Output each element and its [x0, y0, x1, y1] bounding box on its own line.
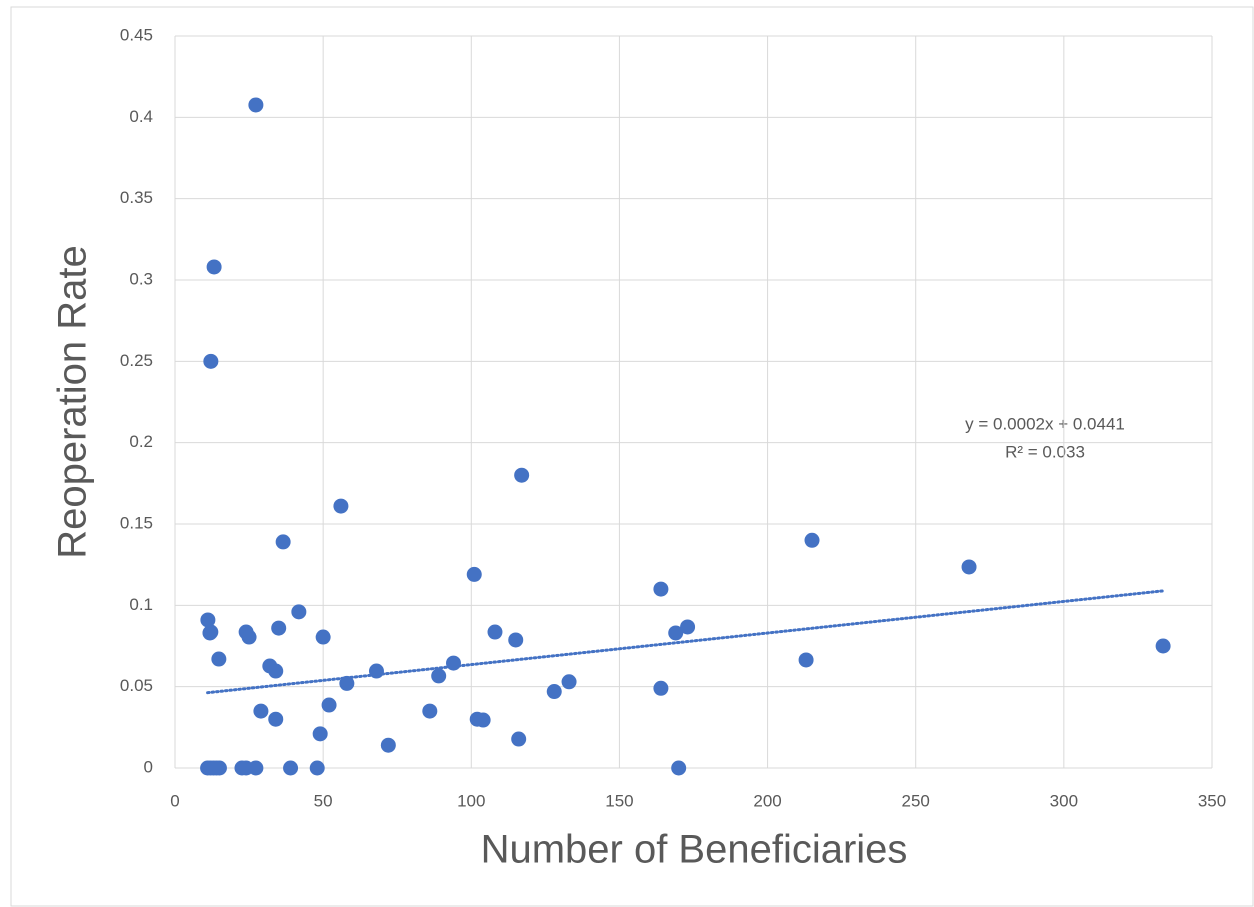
- y-tick-label: 0: [144, 757, 153, 776]
- point: [200, 612, 216, 628]
- point: [475, 712, 491, 728]
- point: [508, 632, 524, 648]
- point: [211, 760, 227, 776]
- trendline: [206, 589, 1167, 695]
- point: [271, 620, 287, 636]
- point: [248, 97, 264, 113]
- x-tick-label: 350: [1198, 791, 1226, 810]
- y-tick-label: 0.25: [120, 351, 153, 370]
- point: [804, 532, 820, 548]
- x-tick-label: 200: [753, 791, 781, 810]
- point: [202, 625, 218, 641]
- point: [561, 674, 577, 690]
- y-axis-title: Reoperation Rate: [51, 245, 95, 559]
- x-tick-label: 300: [1050, 791, 1078, 810]
- point: [466, 566, 482, 582]
- x-tick-label: 150: [605, 791, 633, 810]
- y-tick-label: 0.4: [129, 107, 153, 126]
- point: [241, 629, 257, 645]
- x-tick-label: 50: [314, 791, 333, 810]
- point: [961, 559, 977, 575]
- point: [798, 652, 814, 668]
- point: [422, 703, 438, 719]
- x-tick-label: 0: [170, 791, 179, 810]
- point: [653, 680, 669, 696]
- point: [268, 711, 284, 727]
- point: [431, 668, 447, 684]
- y-tick-label: 0.05: [120, 676, 153, 695]
- point: [446, 655, 462, 671]
- point: [203, 353, 219, 369]
- point: [333, 498, 349, 514]
- point: [653, 581, 669, 597]
- point: [248, 760, 264, 776]
- point: [315, 629, 331, 645]
- x-tick-label: 250: [902, 791, 930, 810]
- point: [546, 684, 562, 700]
- point: [671, 760, 687, 776]
- y-tick-label: 0.45: [120, 25, 153, 44]
- point: [1155, 638, 1171, 654]
- y-tick-label: 0.2: [129, 432, 153, 451]
- point: [514, 467, 530, 483]
- point: [321, 697, 337, 713]
- point: [487, 624, 503, 640]
- x-axis-title: Number of Beneficiaries: [481, 828, 908, 872]
- point: [268, 663, 284, 679]
- point: [680, 619, 696, 635]
- y-tick-label: 0.35: [120, 188, 153, 207]
- point: [511, 731, 527, 747]
- point: [668, 625, 684, 641]
- r-squared: R² = 0.033: [1005, 442, 1085, 461]
- point: [312, 726, 328, 742]
- point: [211, 651, 227, 667]
- y-tick-label: 0.15: [120, 513, 153, 532]
- point: [206, 259, 222, 275]
- trend-equation: y = 0.0002x + 0.0441: [965, 414, 1125, 433]
- y-tick-label: 0.3: [129, 269, 153, 288]
- x-tick-label: 100: [457, 791, 485, 810]
- point: [380, 737, 396, 753]
- point: [291, 604, 307, 620]
- point: [253, 703, 269, 719]
- point: [283, 760, 299, 776]
- point: [275, 534, 291, 550]
- y-tick-label: 0.1: [129, 595, 153, 614]
- chart-border: [10, 6, 1254, 907]
- point: [309, 760, 325, 776]
